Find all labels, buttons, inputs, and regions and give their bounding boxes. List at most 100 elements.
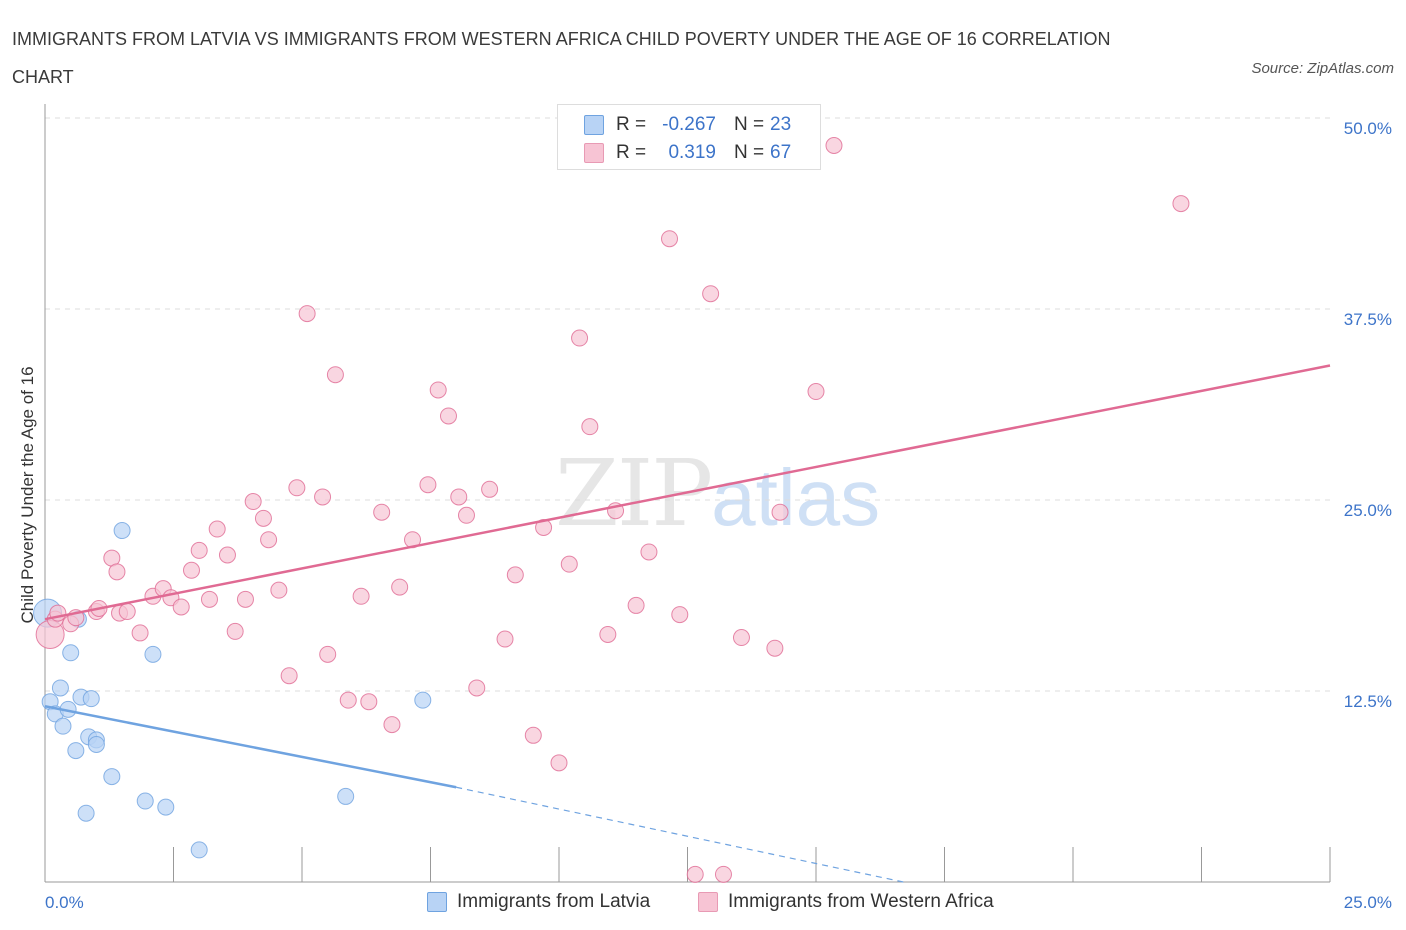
data-point-western-africa <box>599 625 617 643</box>
legend-n-value: 67 <box>770 142 792 163</box>
legend-row-latvia: R = -0.267 N = 23 <box>558 110 820 138</box>
data-point-western-africa <box>383 716 401 734</box>
watermark: ZIPatlas <box>555 440 880 547</box>
trend-line-western-africa <box>44 364 1331 621</box>
data-point-latvia <box>54 717 72 735</box>
data-point-western-africa <box>236 590 254 608</box>
data-point-latvia <box>414 691 432 709</box>
data-point-western-africa <box>468 679 486 697</box>
data-point-western-africa <box>481 480 499 498</box>
data-point-western-africa <box>373 503 391 521</box>
bottom-legend-label: Immigrants from Western Africa <box>728 891 994 912</box>
bottom-legend-label: Immigrants from Latvia <box>457 891 651 912</box>
data-point-western-africa <box>208 520 226 538</box>
data-point-western-africa <box>702 285 720 303</box>
data-point-western-africa <box>270 581 288 599</box>
legend-r-value: 0.319 <box>668 142 716 163</box>
legend-swatch-western-africa <box>584 143 604 163</box>
data-point-latvia <box>62 644 80 662</box>
bottom-legend: Immigrants from Latvia Immigrants from W… <box>0 889 1406 915</box>
legend-n-label: N = <box>734 114 765 135</box>
legend-swatch-latvia <box>584 115 604 135</box>
bottom-legend-swatch-western-africa <box>698 892 718 912</box>
data-point-western-africa <box>429 381 447 399</box>
data-point-western-africa <box>686 865 704 883</box>
data-point-western-africa <box>807 383 825 401</box>
data-point-western-africa <box>714 865 732 883</box>
legend-n-value: 23 <box>770 114 792 135</box>
data-point-latvia <box>190 841 208 859</box>
legend-row-western-africa: R = 0.319 N = 67 <box>558 138 820 166</box>
watermark-atlas: atlas <box>711 453 881 542</box>
data-point-latvia <box>337 787 355 805</box>
data-point-western-africa <box>439 407 457 425</box>
data-point-latvia <box>157 798 175 816</box>
data-point-western-africa <box>200 590 218 608</box>
data-point-western-africa <box>766 639 784 657</box>
data-point-western-africa <box>314 488 332 506</box>
data-point-latvia <box>136 792 154 810</box>
data-point-western-africa <box>560 555 578 573</box>
data-point-western-africa <box>326 366 344 384</box>
data-point-western-africa <box>671 606 689 624</box>
data-point-western-africa <box>244 493 262 511</box>
data-point-western-africa <box>391 578 409 596</box>
data-point-western-africa <box>190 541 208 559</box>
data-point-western-africa <box>118 603 136 621</box>
data-point-latvia <box>82 690 100 708</box>
y-tick-label: 37.5% <box>1344 310 1392 329</box>
legend-n-label: N = <box>734 142 765 163</box>
legend-r-label: R = <box>616 142 647 163</box>
y-tick-label: 25.0% <box>1344 501 1392 520</box>
data-point-western-africa <box>254 509 272 527</box>
data-point-latvia <box>113 522 131 540</box>
chart-title: IMMIGRANTS FROM LATVIA VS IMMIGRANTS FRO… <box>12 29 1111 87</box>
data-point-latvia <box>77 804 95 822</box>
data-point-western-africa <box>640 543 658 561</box>
data-point-western-africa <box>732 629 750 647</box>
trend-line-extension-latvia <box>456 786 904 883</box>
legend-r-value: -0.267 <box>662 114 716 135</box>
data-point-western-africa <box>524 726 542 744</box>
data-point-western-africa <box>571 329 589 347</box>
data-point-western-africa <box>506 566 524 584</box>
data-point-western-africa <box>661 230 679 248</box>
data-point-latvia <box>87 735 105 753</box>
data-point-western-africa <box>280 667 298 685</box>
data-point-western-africa <box>771 503 789 521</box>
data-point-western-africa <box>419 476 437 494</box>
source-label: Source: ZipAtlas.com <box>1251 60 1394 77</box>
y-tick-label: 50.0% <box>1344 119 1392 138</box>
legend: R = -0.267 N = 23 R = 0.319 N = 67 <box>557 104 821 170</box>
y-tick-label: 12.5% <box>1344 692 1392 711</box>
data-point-western-africa <box>339 691 357 709</box>
data-point-western-africa <box>108 563 126 581</box>
data-point-western-africa <box>131 624 149 642</box>
x-tick-label: 25.0% <box>1344 893 1392 912</box>
data-point-western-africa <box>457 506 475 524</box>
data-point-western-africa <box>550 754 568 772</box>
data-point-western-africa <box>172 598 190 616</box>
data-point-latvia <box>144 645 162 663</box>
data-point-western-africa <box>288 479 306 497</box>
data-point-western-africa <box>825 137 843 155</box>
data-point-western-africa <box>581 418 599 436</box>
data-point-western-africa <box>450 488 468 506</box>
data-point-latvia <box>51 679 69 697</box>
data-point-western-africa <box>226 622 244 640</box>
data-point-western-africa <box>360 693 378 711</box>
data-point-western-africa <box>1172 195 1190 213</box>
data-point-western-africa <box>218 546 236 564</box>
data-point-western-africa <box>352 587 370 605</box>
bottom-legend-swatch-latvia <box>427 892 447 912</box>
data-point-western-africa <box>298 305 316 323</box>
data-point-western-africa <box>260 531 278 549</box>
data-point-western-africa <box>319 645 337 663</box>
x-tick-label: 0.0% <box>45 893 84 912</box>
data-point-western-africa <box>627 596 645 614</box>
legend-r-label: R = <box>616 114 647 135</box>
data-point-latvia <box>67 742 85 760</box>
data-point-western-africa <box>182 561 200 579</box>
data-point-western-africa <box>496 630 514 648</box>
